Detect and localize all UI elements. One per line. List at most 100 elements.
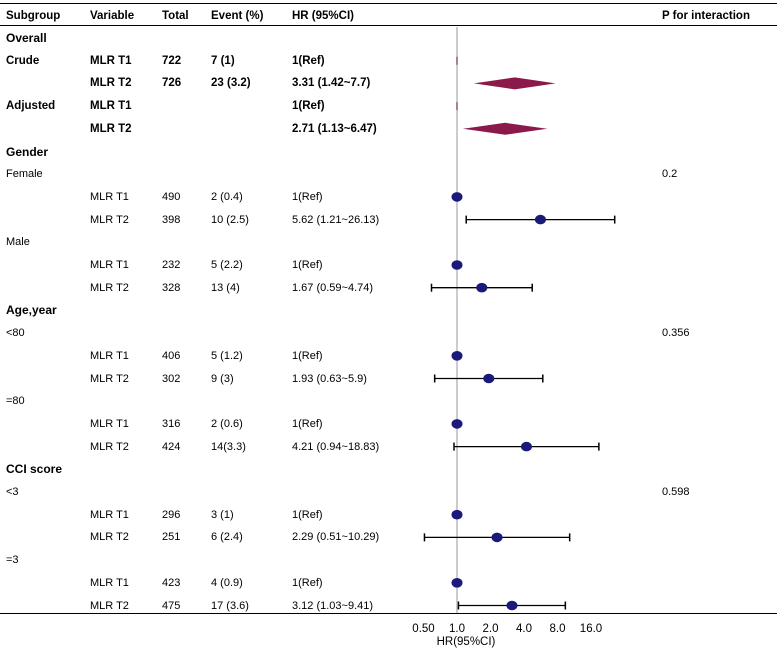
hr-cell: 1(Ref) xyxy=(292,100,325,113)
event-cell: 5 (1.2) xyxy=(211,349,243,362)
subgroup-label: <80 xyxy=(6,327,25,340)
estimate-diamond xyxy=(473,77,556,90)
hr-cell: 1(Ref) xyxy=(292,190,323,203)
hr-cell: 3.12 (1.03~9.41) xyxy=(292,599,374,612)
event-cell: 5 (2.2) xyxy=(211,259,243,271)
total-cell: 722 xyxy=(162,54,182,67)
event-cell: 14(3.3) xyxy=(211,440,246,453)
header-event: Event (%) xyxy=(211,10,264,22)
total-cell: 251 xyxy=(162,531,181,544)
event-cell: 17 (3.6) xyxy=(211,599,249,612)
bottom-rule xyxy=(0,613,777,614)
variable-cell: MLR T2 xyxy=(90,77,132,90)
hr-cell: 2.71 (1.13~6.47) xyxy=(292,122,377,135)
variable-cell: MLR T1 xyxy=(90,508,129,521)
hr-cell: 1(Ref) xyxy=(292,349,323,362)
hr-cell: 4.21 (0.94~18.83) xyxy=(292,440,380,453)
estimate-point xyxy=(506,600,518,611)
subgroup-label: Female xyxy=(6,168,43,181)
x-tick-label: 4.0 xyxy=(516,623,532,635)
total-cell: 475 xyxy=(162,599,181,612)
event-cell: 2 (0.4) xyxy=(211,190,243,203)
total-cell: 398 xyxy=(162,213,181,226)
event-cell: 10 (2.5) xyxy=(211,213,249,226)
variable-cell: MLR T2 xyxy=(90,440,129,453)
header-subgroup: Subgroup xyxy=(6,10,61,22)
subgroup-label: =3 xyxy=(6,554,19,567)
estimate-point xyxy=(483,373,495,384)
event-cell: 9 (3) xyxy=(211,372,234,385)
p-interaction-value: 0.598 xyxy=(662,486,690,498)
total-cell: 490 xyxy=(162,190,181,203)
estimate-point xyxy=(520,441,532,452)
estimate-diamond xyxy=(462,122,548,135)
estimate-point xyxy=(451,578,463,588)
estimate-point xyxy=(491,532,503,543)
header-total: Total xyxy=(162,10,189,22)
variable-cell: MLR T1 xyxy=(90,349,129,362)
event-cell: 4 (0.9) xyxy=(211,576,243,589)
x-tick-label: 1.0 xyxy=(449,623,465,635)
event-cell: 2 (0.6) xyxy=(211,417,243,430)
total-cell: 328 xyxy=(162,281,181,294)
variable-cell: MLR T1 xyxy=(90,259,129,271)
variable-cell: MLR T2 xyxy=(90,281,129,294)
hr-cell: 1.93 (0.63~5.9) xyxy=(292,372,367,385)
estimate-point xyxy=(451,192,463,202)
section-label: Overall xyxy=(6,31,47,45)
event-cell: 23 (3.2) xyxy=(211,77,251,90)
subgroup-label: =80 xyxy=(6,395,25,408)
event-cell: 7 (1) xyxy=(211,54,235,67)
variable-cell: MLR T2 xyxy=(90,122,132,135)
variable-cell: MLR T2 xyxy=(90,531,129,544)
header-hr: HR (95%CI) xyxy=(292,10,354,22)
hr-cell: 5.62 (1.21~26.13) xyxy=(292,213,380,226)
x-tick-label: 8.0 xyxy=(549,623,566,635)
variable-cell: MLR T2 xyxy=(90,599,129,612)
variable-cell: MLR T2 xyxy=(90,213,129,226)
total-cell: 296 xyxy=(162,508,181,521)
total-cell: 423 xyxy=(162,576,181,589)
subgroup-label: <3 xyxy=(6,486,19,498)
hr-cell: 1.67 (0.59~4.74) xyxy=(292,281,374,294)
x-axis-label: HR(95%CI) xyxy=(436,636,496,648)
header-p-interaction: P for interaction xyxy=(662,10,750,22)
section-label: CCI score xyxy=(6,462,63,477)
hr-cell: 1(Ref) xyxy=(292,54,325,67)
subgroup-label: Crude xyxy=(6,54,40,67)
variable-cell: MLR T1 xyxy=(90,417,129,430)
total-cell: 726 xyxy=(162,77,182,90)
p-interaction-value: 0.356 xyxy=(662,327,690,340)
total-cell: 406 xyxy=(162,349,181,362)
section-label: Gender xyxy=(6,144,49,159)
estimate-point xyxy=(451,260,463,270)
event-cell: 6 (2.4) xyxy=(211,531,243,544)
x-tick-label: 0.50 xyxy=(412,623,435,635)
hr-cell: 1(Ref) xyxy=(292,508,323,521)
total-cell: 316 xyxy=(162,417,181,430)
variable-cell: MLR T2 xyxy=(90,372,129,385)
event-cell: 3 (1) xyxy=(211,508,234,521)
estimate-point xyxy=(451,351,463,361)
estimate-point xyxy=(451,419,463,429)
hr-cell: 1(Ref) xyxy=(292,417,323,430)
subgroup-label: Male xyxy=(6,236,30,249)
total-cell: 424 xyxy=(162,440,181,453)
x-tick-label: 2.0 xyxy=(482,623,499,635)
total-cell: 302 xyxy=(162,372,181,385)
top-rule xyxy=(0,3,777,4)
subgroup-label: Adjusted xyxy=(6,100,56,113)
variable-cell: MLR T1 xyxy=(90,100,132,113)
p-interaction-value: 0.2 xyxy=(662,168,678,181)
estimate-point xyxy=(476,282,488,293)
hr-cell: 2.29 (0.51~10.29) xyxy=(292,531,380,544)
variable-cell: MLR T1 xyxy=(90,190,129,203)
total-cell: 232 xyxy=(162,259,181,271)
event-cell: 13 (4) xyxy=(211,281,240,294)
hr-cell: 1(Ref) xyxy=(292,576,323,589)
variable-cell: MLR T1 xyxy=(90,576,129,589)
hr-cell: 1(Ref) xyxy=(292,259,323,271)
section-label: Age,year xyxy=(6,303,57,318)
